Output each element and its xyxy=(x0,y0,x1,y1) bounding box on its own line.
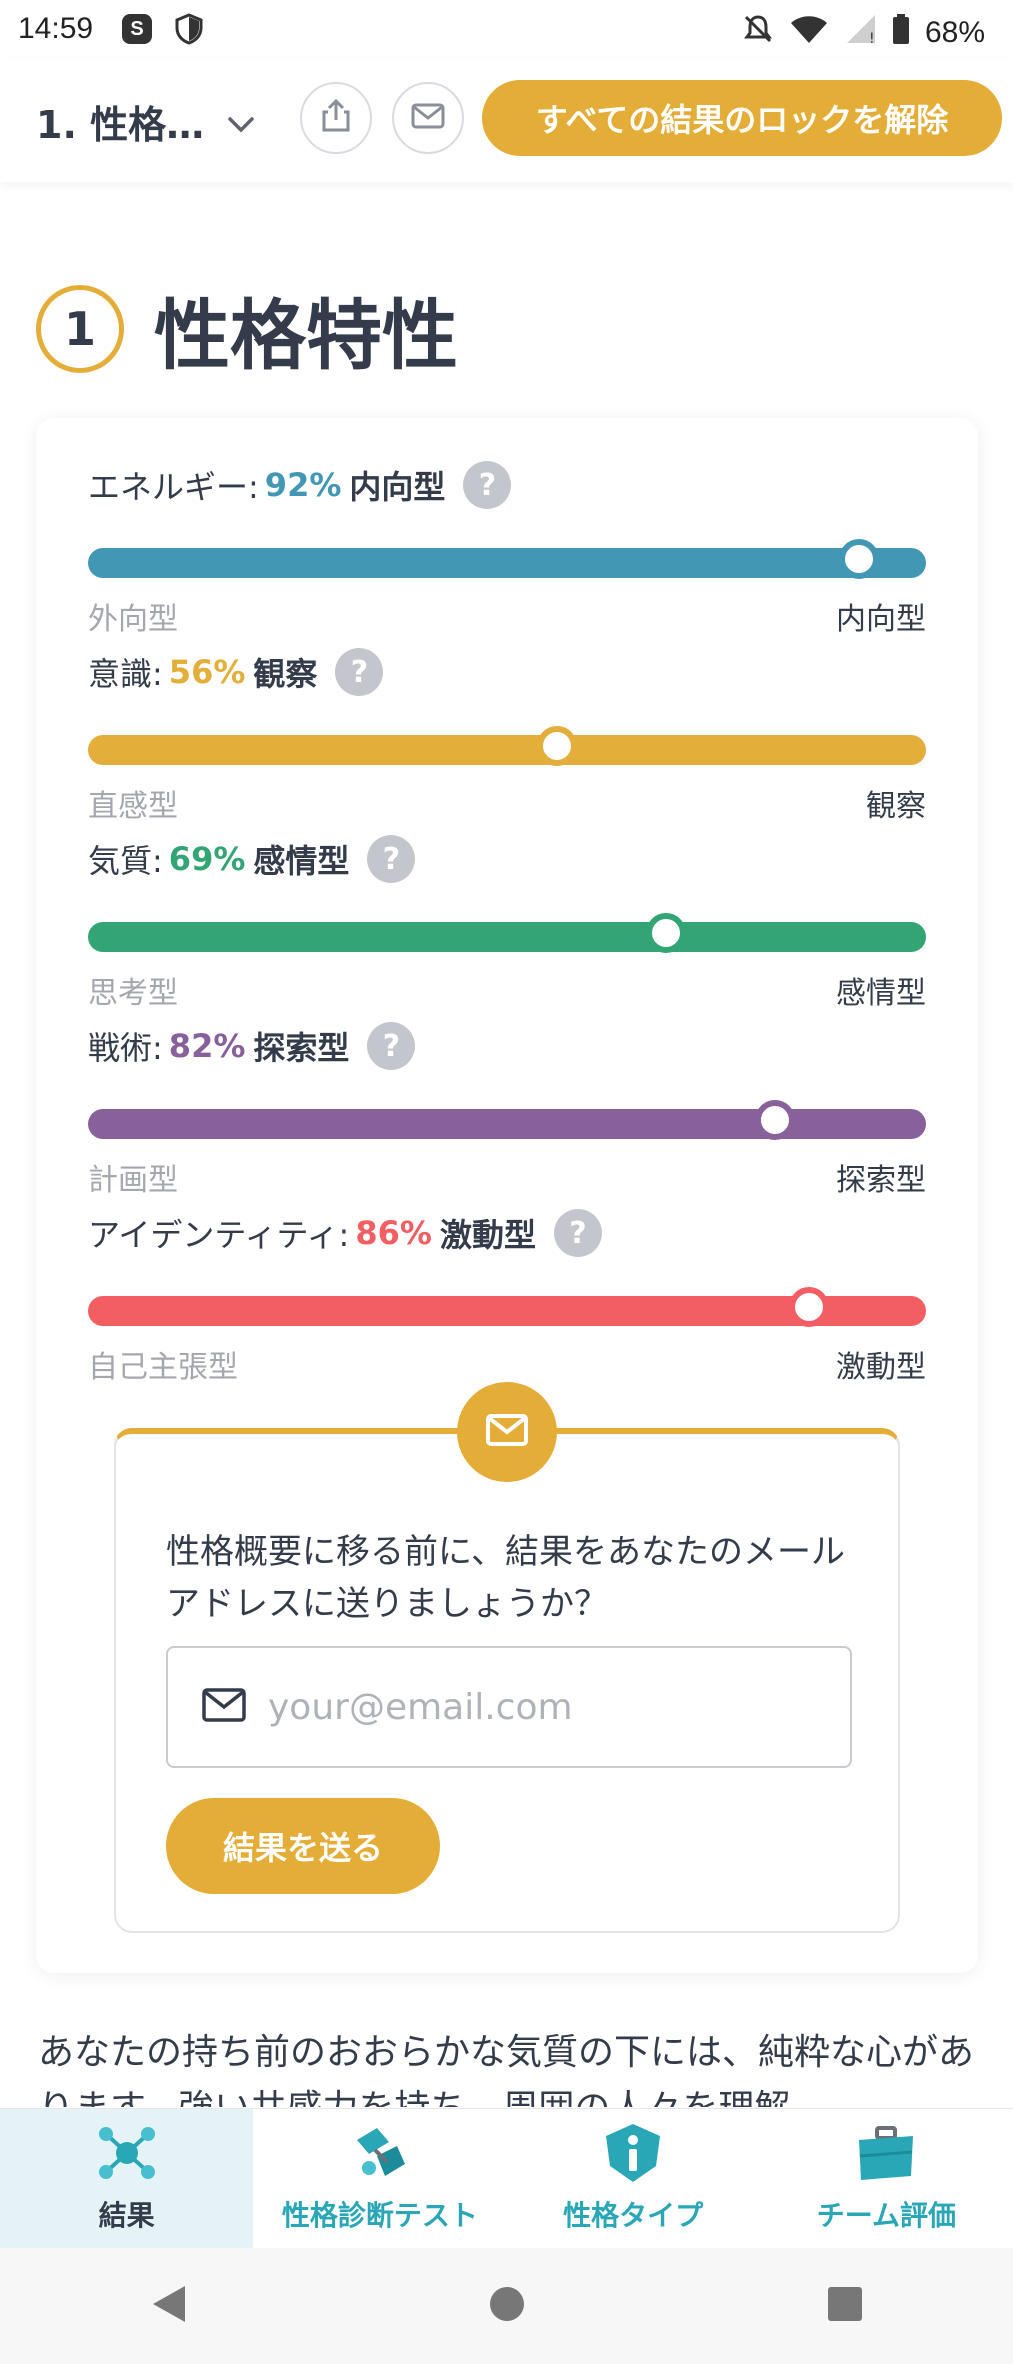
trait-left-label: 計画型 xyxy=(88,1163,178,1198)
tab-results[interactable]: 結果 xyxy=(0,2109,254,2248)
trait-bar xyxy=(88,539,926,579)
email-results-box: 性格概要に移る前に、結果をあなたのメールアドレスに送りましょうか？ 結果を送る xyxy=(114,1382,900,1933)
wifi-icon xyxy=(789,13,829,53)
trait-right-label: 感情型 xyxy=(836,976,926,1011)
molecule-icon xyxy=(94,2120,160,2186)
trait-result: 感情型 xyxy=(253,842,350,880)
battery-level: 68% xyxy=(924,16,985,49)
trait-percent: 69% xyxy=(168,840,246,878)
trait-result: 探索型 xyxy=(253,1029,350,1067)
back-icon[interactable] xyxy=(149,2282,189,2330)
trait-right-label: 内向型 xyxy=(836,602,926,637)
tab-label: 結果 xyxy=(98,2199,155,2232)
status-time: 14:59 xyxy=(18,12,94,45)
trait-left-label: 自己主張型 xyxy=(88,1350,238,1385)
trait-slider-knob xyxy=(537,726,578,766)
tab-personality-test[interactable]: 性格診断テスト xyxy=(253,2109,506,2248)
chevron-down-icon xyxy=(226,100,256,144)
mute-icon xyxy=(741,12,775,54)
trait-name: 戦術: xyxy=(88,1029,163,1067)
signal-icon: ! xyxy=(843,13,877,53)
trait-name: エネルギー: xyxy=(88,468,259,506)
help-icon[interactable]: ? xyxy=(367,1022,416,1070)
help-icon[interactable]: ? xyxy=(335,648,384,696)
email-badge xyxy=(457,1382,557,1482)
tab-personality-types[interactable]: 性格タイプ xyxy=(507,2109,760,2248)
trait-left-label: 外向型 xyxy=(88,602,178,637)
section-number-badge: 1 xyxy=(36,285,124,373)
email-field[interactable] xyxy=(166,1646,852,1768)
email-input[interactable] xyxy=(268,1686,808,1728)
shield-icon xyxy=(174,13,204,53)
trait-right-label: 探索型 xyxy=(836,1163,926,1198)
trait-bar xyxy=(88,1287,926,1327)
app-badge-icon: S xyxy=(122,14,152,44)
trait-slider-knob xyxy=(646,913,687,953)
trait-name: アイデンティティ: xyxy=(88,1216,350,1254)
trait-slider-knob xyxy=(838,539,879,579)
trait-percent: 86% xyxy=(355,1214,432,1252)
trait-name: 意識: xyxy=(88,655,163,693)
envelope-icon xyxy=(485,1413,529,1451)
send-results-button[interactable]: 結果を送る xyxy=(166,1798,440,1894)
trait-result: 激動型 xyxy=(439,1216,536,1254)
trait-percent: 82% xyxy=(168,1027,246,1065)
share-button[interactable] xyxy=(300,82,372,154)
trait-slider-knob xyxy=(788,1287,829,1327)
section-heading: 1 性格特性 xyxy=(36,274,458,384)
trait-tactics: 戦術: 82% 探索型 ? 計画型 探索型 xyxy=(88,1019,926,1198)
trait-left-label: 思考型 xyxy=(88,976,178,1011)
trait-bar xyxy=(88,1100,926,1140)
trait-percent: 92% xyxy=(264,466,342,504)
trait-percent: 56% xyxy=(168,653,246,691)
status-bar: 14:59 S ! 68% xyxy=(0,0,1013,60)
trait-name: 気質: xyxy=(88,842,163,880)
section-label: 1. 性格… xyxy=(36,103,205,147)
trait-result: 観察 xyxy=(253,655,318,693)
help-icon[interactable]: ? xyxy=(553,1209,602,1257)
page-title: 性格特性 xyxy=(154,291,458,380)
description-text: あなたの持ち前のおおらかな気質の下には、純粋な心があります。強い共感力を持ち、周… xyxy=(38,2032,975,2107)
recents-icon[interactable] xyxy=(826,2285,864,2327)
trait-mind: 意識: 56% 観察 ? 直感型 観察 xyxy=(88,645,926,824)
trait-identity: アイデンティティ: 86% 激動型 ? 自己主張型 激動型 xyxy=(88,1206,926,1385)
trait-nature: 気質: 69% 感情型 ? 思考型 感情型 xyxy=(88,832,926,1011)
tab-label: チーム評価 xyxy=(816,2199,956,2232)
help-icon[interactable]: ? xyxy=(367,835,416,883)
battery-icon xyxy=(891,13,911,53)
email-button[interactable] xyxy=(392,82,464,154)
info-shield-icon xyxy=(600,2120,666,2186)
tab-label: 性格タイプ xyxy=(563,2199,704,2232)
briefcase-icon xyxy=(853,2120,919,2186)
trait-energy: エネルギー: 92% 内向型 ? 外向型 内向型 xyxy=(88,458,926,637)
envelope-icon xyxy=(410,101,446,135)
envelope-icon xyxy=(202,1688,246,1726)
system-navigation-bar xyxy=(0,2248,1013,2364)
bottom-tab-bar: 結果 性格診断テスト 性格タイプ xyxy=(0,2108,1013,2248)
trait-bar xyxy=(88,913,926,953)
trait-result: 内向型 xyxy=(349,468,446,506)
tab-label: 性格診断テスト xyxy=(281,2199,478,2232)
share-icon xyxy=(318,98,354,138)
email-prompt-text: 性格概要に移る前に、結果をあなたのメールアドレスに送りましょうか？ xyxy=(166,1532,845,1624)
trait-right-label: 観察 xyxy=(866,789,926,824)
trait-bar xyxy=(88,726,926,766)
unlock-all-results-button[interactable]: すべての結果のロックを解除 xyxy=(482,80,1002,156)
trait-right-label: 激動型 xyxy=(836,1350,926,1385)
home-icon[interactable] xyxy=(487,2284,527,2328)
svg-text:!: ! xyxy=(869,31,875,45)
top-app-bar: 1. 性格… すべての結果のロックを解除 xyxy=(0,60,1013,182)
trait-left-label: 直感型 xyxy=(88,789,178,824)
tab-team-assessment[interactable]: チーム評価 xyxy=(760,2109,1013,2248)
help-icon[interactable]: ? xyxy=(463,461,512,509)
test-icon xyxy=(347,2120,413,2186)
section-dropdown[interactable]: 1. 性格… xyxy=(36,94,256,149)
trait-slider-knob xyxy=(755,1100,796,1140)
traits-card: エネルギー: 92% 内向型 ? 外向型 内向型 意識: 56% 観察 ? 直感… xyxy=(36,418,978,1973)
